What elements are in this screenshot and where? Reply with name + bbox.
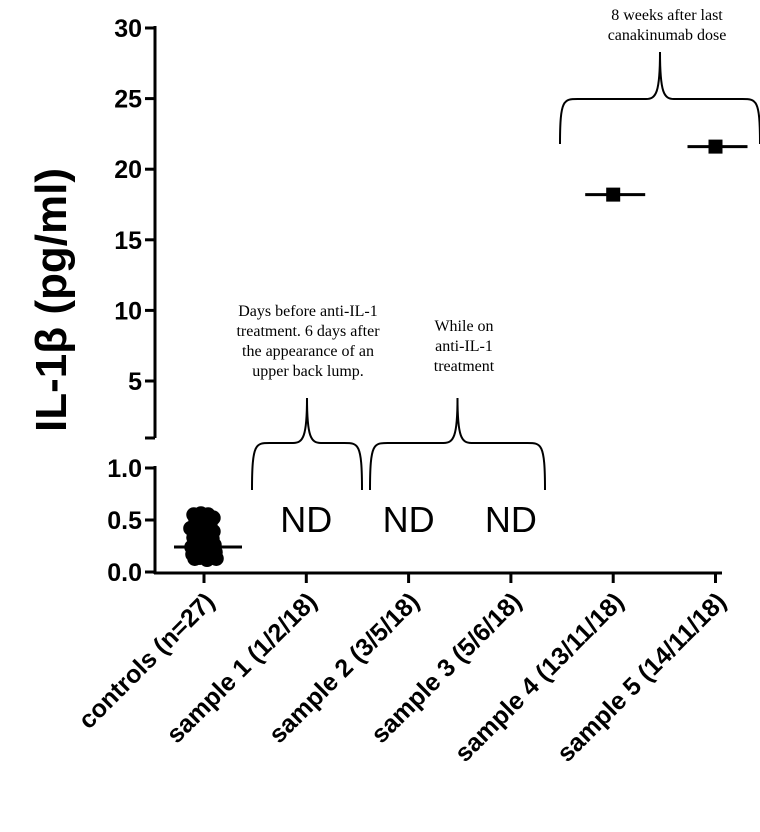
y-tick-label: 30 (114, 15, 142, 43)
y-tick-label: 1.0 (107, 455, 142, 483)
y-tick-label: 0.0 (107, 559, 142, 587)
nd-labels: ND ND ND (280, 499, 537, 540)
category-label: sample 4 (13/11/18) (449, 587, 629, 767)
annotation-on-treatment: While on (434, 318, 493, 335)
brace-on-treatment (369, 397, 546, 491)
annotation-braces (251, 51, 760, 491)
annotation-before-treatment: upper back lump. (252, 363, 364, 380)
annotation-before-treatment: Days before anti-IL-1 (238, 303, 378, 320)
brace-after-dose (559, 51, 760, 145)
category-labels: controls (n=27)sample 1 (1/2/18)sample 2… (73, 587, 732, 767)
annotation-after-dose: 8 weeks after last (611, 7, 723, 24)
annotation-on-treatment: treatment (434, 358, 495, 375)
brace-before-treatment (251, 397, 363, 491)
data-points (174, 139, 748, 568)
y-tick-label: 0.5 (107, 507, 142, 535)
sample-point (708, 139, 723, 154)
annotation-before-treatment: treatment. 6 days after (236, 323, 380, 340)
control-point (205, 523, 221, 539)
y-tick-label: 25 (114, 86, 142, 114)
x-ticks (202, 573, 717, 583)
sample-point (606, 187, 621, 202)
y-tick-label: 5 (128, 368, 142, 396)
annotation-after-dose: canakinumab dose (608, 27, 727, 44)
category-label: sample 5 (14/11/18) (552, 587, 732, 767)
y-ticks: 0.0 0.5 1.0 5 10 15 20 25 30 (107, 15, 155, 587)
annotation-on-treatment: anti-IL-1 (435, 338, 493, 355)
nd-label: ND (383, 499, 435, 540)
y-axis-label: IL-1β (pg/ml) (27, 168, 76, 432)
annotations: Days before anti-IL-1 treatment. 6 days a… (236, 7, 726, 380)
control-point (195, 542, 211, 558)
nd-label: ND (280, 499, 332, 540)
annotation-before-treatment: the appearance of an (242, 343, 374, 360)
y-tick-label: 20 (114, 156, 142, 184)
nd-label: ND (485, 499, 537, 540)
y-tick-label: 15 (114, 227, 142, 255)
y-tick-label: 10 (114, 297, 142, 325)
axes (153, 26, 722, 575)
